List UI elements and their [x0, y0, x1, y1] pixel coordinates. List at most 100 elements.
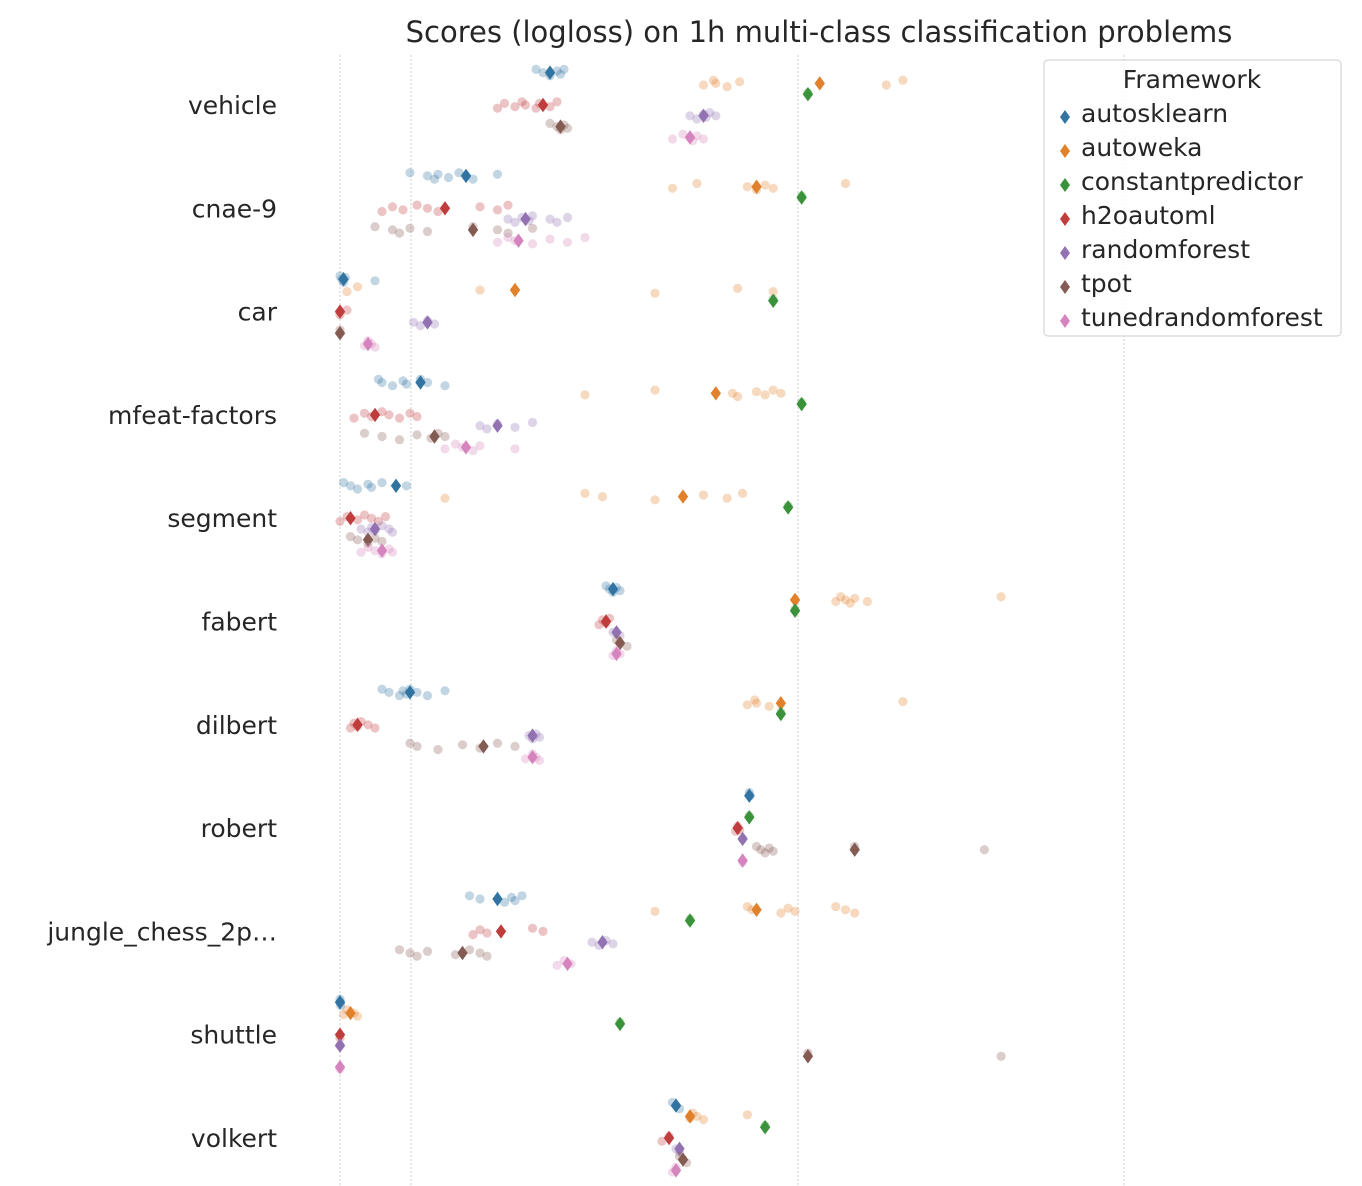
- run-point-autosklearn-3-6: [422, 377, 433, 388]
- run-point-tpot-7-4: [768, 846, 778, 856]
- category-label-9: shuttle: [190, 1021, 277, 1050]
- run-point-autoweka-0-4: [735, 77, 745, 87]
- run-point-tpot-5-2: [622, 641, 632, 651]
- run-point-autosklearn-0-1: [538, 68, 548, 78]
- run-point-autoweka-0-3: [722, 82, 732, 92]
- run-point-h2oautoml-1-4: [422, 203, 433, 213]
- run-point-autoweka-2-4: [733, 283, 743, 293]
- run-point-tunedrandomforest-1-5: [562, 237, 573, 247]
- legend-label-autosklearn: autosklearn: [1081, 99, 1228, 128]
- run-point-autosklearn-5-4: [615, 586, 625, 596]
- run-point-autoweka-9-3: [352, 1011, 363, 1021]
- run-point-tpot-8-7: [482, 951, 492, 961]
- legend: Framework autosklearn autoweka constantpre…: [1043, 59, 1342, 337]
- mean-marker-autoweka-4: [677, 489, 689, 504]
- run-point-h2oautoml-0-0: [492, 103, 503, 113]
- chart-title: Scores (logloss) on 1h multi-class class…: [406, 15, 1233, 49]
- run-point-autosklearn-0-4: [555, 69, 566, 79]
- mean-marker-autoweka-8: [751, 902, 762, 917]
- run-point-tpot-8-5: [464, 945, 475, 955]
- legend-label-constantpredictor: constantpredictor: [1081, 167, 1303, 196]
- run-point-h2oautoml-2-1: [342, 305, 352, 315]
- run-point-tpot-3-1: [377, 431, 387, 442]
- run-point-autoweka-1-5: [768, 183, 778, 193]
- run-point-autosklearn-8-4: [510, 896, 520, 906]
- mean-marker-constantpredictor-6: [775, 706, 787, 722]
- mean-marker-tpot-3: [429, 429, 440, 444]
- run-point-autosklearn-8-1: [475, 894, 485, 904]
- mean-marker-tunedrandomforest-8: [562, 956, 573, 971]
- mean-marker-h2oautoml-3: [369, 407, 381, 423]
- mean-marker-randomforest-9: [334, 1038, 346, 1053]
- run-point-tunedrandomforest-1-6: [580, 232, 590, 243]
- legend-label-tunedrandomforest: tunedrandomforest: [1081, 303, 1323, 332]
- mean-marker-autoweka-2: [509, 282, 521, 298]
- run-point-tunedrandomforest-0-5: [698, 134, 709, 144]
- run-point-tpot-0-4: [562, 123, 573, 133]
- mean-marker-h2oautoml-7: [732, 820, 743, 836]
- run-point-randomforest-1-0: [503, 214, 513, 224]
- run-point-autosklearn-3-3: [398, 376, 408, 386]
- run-point-randomforest-4-5: [384, 524, 394, 534]
- run-point-randomforest-2-3: [429, 319, 440, 329]
- legend-label-h2oautoml: h2oautoml: [1081, 201, 1216, 230]
- run-point-h2oautoml-1-5: [433, 206, 443, 217]
- run-point-tunedrandomforest-8-0: [552, 960, 562, 971]
- run-point-randomforest-4-4: [377, 521, 387, 531]
- run-point-h2oautoml-8-1: [475, 925, 485, 935]
- mean-marker-randomforest-1: [520, 211, 531, 227]
- run-point-autoweka-10-2: [692, 1111, 702, 1121]
- run-point-autoweka-6-3: [764, 701, 774, 712]
- run-point-tpot-8-0: [394, 945, 405, 955]
- run-point-autoweka-3-7: [776, 388, 786, 398]
- run-point-randomforest-2-1: [415, 321, 426, 331]
- run-point-tunedrandomforest-4-0: [356, 547, 366, 557]
- run-point-tpot-7-1: [756, 845, 766, 855]
- run-point-tunedrandomforest-4-5: [387, 547, 398, 557]
- run-point-tpot-8-3: [422, 946, 433, 957]
- run-point-tunedrandomforest-3-0: [440, 444, 450, 454]
- run-point-autoweka-0-5: [881, 80, 891, 90]
- mean-marker-autosklearn-5: [607, 581, 619, 597]
- legend-marker-tunedrandomforest: [1060, 314, 1070, 328]
- run-point-randomforest-0-5: [711, 111, 721, 121]
- run-point-tpot-3-6: [440, 431, 450, 442]
- run-point-tpot-6-1: [412, 741, 422, 752]
- mean-marker-tpot-0: [555, 119, 566, 134]
- run-point-randomforest-8-0: [587, 937, 597, 947]
- run-point-h2oautoml-1-0: [377, 206, 387, 217]
- mean-marker-randomforest-0: [698, 108, 709, 123]
- run-point-randomforest-0-0: [685, 111, 695, 121]
- run-point-randomforest-1-6: [552, 217, 562, 227]
- run-point-h2oautoml-8-3: [527, 923, 538, 933]
- run-point-autosklearn-6-7: [422, 691, 433, 701]
- run-point-autoweka-6-0: [742, 700, 753, 710]
- run-point-autoweka-8-8: [850, 908, 860, 918]
- run-point-tpot-6-3: [457, 740, 468, 750]
- run-point-tunedrandomforest-4-4: [384, 544, 394, 554]
- run-point-h2oautoml-4-6: [380, 511, 391, 522]
- run-point-h2oautoml-3-7: [412, 411, 422, 422]
- run-point-autosklearn-8-0: [464, 891, 475, 901]
- mean-marker-autosklearn-6: [404, 685, 416, 700]
- run-point-tpot-7-0: [751, 841, 762, 852]
- mean-marker-tunedrandomforest-2: [362, 336, 374, 352]
- run-point-tpot-7-3: [764, 843, 774, 853]
- run-point-autosklearn-3-7: [440, 381, 450, 391]
- run-point-h2oautoml-10-0: [657, 1136, 667, 1146]
- legend-marker-randomforest: [1060, 246, 1070, 260]
- run-point-tpot-1-4: [422, 226, 433, 237]
- run-point-tpot-3-3: [412, 430, 422, 440]
- run-point-autoweka-6-4: [898, 697, 908, 707]
- mean-marker-autoweka-6: [775, 696, 787, 711]
- run-point-tpot-1-1: [387, 225, 398, 235]
- mean-marker-autosklearn-4: [390, 478, 402, 493]
- run-point-autoweka-1-1: [692, 178, 702, 189]
- mean-marker-h2oautoml-6: [352, 717, 363, 732]
- run-point-autoweka-0-1: [708, 75, 719, 85]
- run-point-tunedrandomforest-4-1: [363, 542, 373, 553]
- mean-marker-autosklearn-10: [670, 1098, 682, 1113]
- run-point-tunedrandomforest-3-5: [510, 444, 520, 454]
- run-point-randomforest-1-1: [510, 217, 520, 227]
